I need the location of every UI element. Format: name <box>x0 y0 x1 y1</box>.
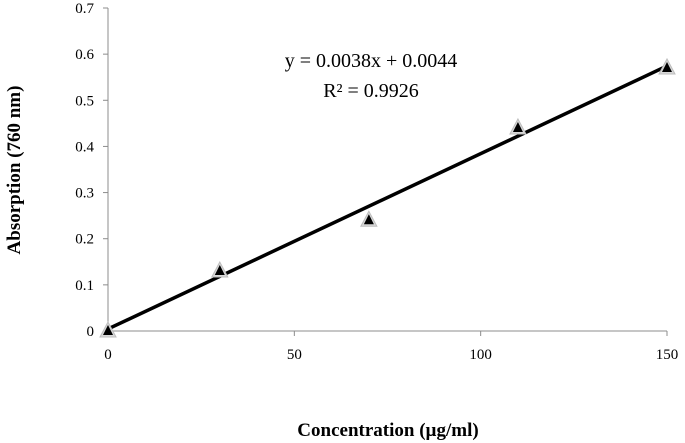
data-points <box>99 57 676 338</box>
data-point-marker <box>512 121 523 132</box>
y-axis-title: Absorption (760 nm) <box>4 86 25 255</box>
data-point <box>99 320 117 338</box>
y-tick-label: 0.7 <box>75 1 94 17</box>
y-tick-label: 0.2 <box>75 232 94 248</box>
y-tick-label: 0.3 <box>75 186 94 202</box>
y-tick-label: 0 <box>87 324 95 340</box>
x-tick-label: 0 <box>104 347 112 363</box>
y-tick-label: 0.1 <box>75 278 94 294</box>
y-tick-label: 0.5 <box>75 93 94 109</box>
x-axis-ticks: 0 50 100 150 <box>104 331 678 363</box>
y-axis-ticks: 0 0.1 0.2 0.3 0.4 0.5 0.6 0.7 <box>75 1 108 340</box>
data-point-marker <box>363 214 374 225</box>
data-point-marker <box>103 325 113 335</box>
data-point <box>509 117 527 135</box>
y-tick-label: 0.4 <box>75 139 94 155</box>
data-point <box>360 210 378 227</box>
x-tick-label: 50 <box>287 347 302 363</box>
data-point <box>210 260 229 278</box>
trend-equation: y = 0.0038x + 0.0044 <box>285 50 458 72</box>
trend-line <box>106 64 669 331</box>
data-point-marker <box>214 265 225 276</box>
x-tick-label: 150 <box>656 347 679 363</box>
data-point <box>658 57 676 75</box>
data-point-marker <box>662 61 672 72</box>
r-squared-label: R² = 0.9926 <box>323 80 419 102</box>
x-axis-title: Concentration (µg/ml) <box>297 420 478 441</box>
x-tick-label: 100 <box>469 347 492 363</box>
y-tick-label: 0.6 <box>75 47 94 63</box>
